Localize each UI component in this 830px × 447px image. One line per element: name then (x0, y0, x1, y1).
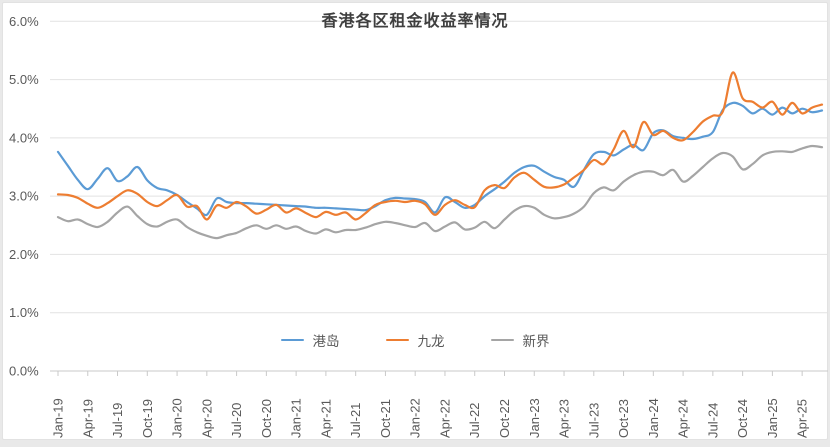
x-axis-label-Apr-25: Apr-25 (795, 399, 810, 438)
series-line-kowloon (56, 71, 824, 221)
legend-item-kowloon: 九龙 (385, 330, 445, 350)
x-axis-label-Jan-20: Jan-20 (170, 398, 185, 438)
x-axis-label-Apr-22: Apr-22 (437, 399, 452, 438)
x-axis-label-Jan-22: Jan-22 (408, 398, 423, 438)
x-axis-label-Apr-19: Apr-19 (80, 399, 95, 438)
x-axis-label-Jan-21: Jan-21 (289, 398, 304, 438)
y-axis-label-6: 6.0% (9, 14, 39, 29)
x-axis-label-Apr-23: Apr-23 (557, 399, 572, 438)
x-axis-label-Oct-23: Oct-23 (616, 399, 631, 438)
x-axis-label-Jul-20: Jul-20 (229, 403, 244, 438)
x-axis-label-Oct-19: Oct-19 (140, 399, 155, 438)
x-axis-label-Apr-21: Apr-21 (318, 399, 333, 438)
x-axis-label-Jul-24: Jul-24 (705, 403, 720, 438)
y-axis-label-0: 0.0% (9, 364, 39, 379)
y-axis-label-5: 5.0% (9, 72, 39, 87)
legend-label-new-territories: 新界 (522, 334, 550, 349)
legend-label-hong-kong-island: 港岛 (312, 334, 340, 349)
legend-swatch-new-territories (490, 338, 514, 342)
x-axis-label-Apr-20: Apr-20 (199, 399, 214, 438)
series-line-new-territories (56, 144, 824, 240)
legend-swatch-kowloon (385, 338, 409, 342)
x-axis-label-Jul-23: Jul-23 (586, 403, 601, 438)
legend-label-kowloon: 九龙 (417, 334, 445, 349)
x-axis-label-Jan-23: Jan-23 (527, 398, 542, 438)
legend-swatch-hong-kong-island (280, 338, 304, 342)
legend-item-new-territories: 新界 (490, 330, 550, 350)
y-axis-label-1: 1.0% (9, 305, 39, 320)
y-axis-label-2: 2.0% (9, 247, 39, 262)
chart-card (2, 2, 828, 440)
chart-title: 香港各区租金收益率情况 (321, 13, 509, 30)
x-axis-label-Jul-22: Jul-22 (467, 403, 482, 438)
legend-item-hong-kong-island: 港岛 (280, 330, 340, 350)
x-axis-label-Oct-24: Oct-24 (735, 399, 750, 438)
y-axis-label-3: 3.0% (9, 189, 39, 204)
x-axis-label-Jan-25: Jan-25 (765, 398, 780, 438)
x-axis-label-Oct-21: Oct-21 (378, 399, 393, 438)
x-axis-label-Oct-20: Oct-20 (259, 399, 274, 438)
legend: 港岛 九龙 新界 (0, 330, 830, 350)
x-axis-label-Jul-19: Jul-19 (110, 403, 125, 438)
x-axis-label-Oct-22: Oct-22 (497, 399, 512, 438)
x-axis-label-Jan-24: Jan-24 (646, 398, 661, 438)
series-line-hong-kong-island (56, 101, 824, 217)
x-axis-label-Jan-19: Jan-19 (51, 398, 66, 438)
y-axis-label-4: 4.0% (9, 130, 39, 145)
x-axis-label-Apr-24: Apr-24 (676, 399, 691, 438)
x-axis-label-Jul-21: Jul-21 (348, 403, 363, 438)
